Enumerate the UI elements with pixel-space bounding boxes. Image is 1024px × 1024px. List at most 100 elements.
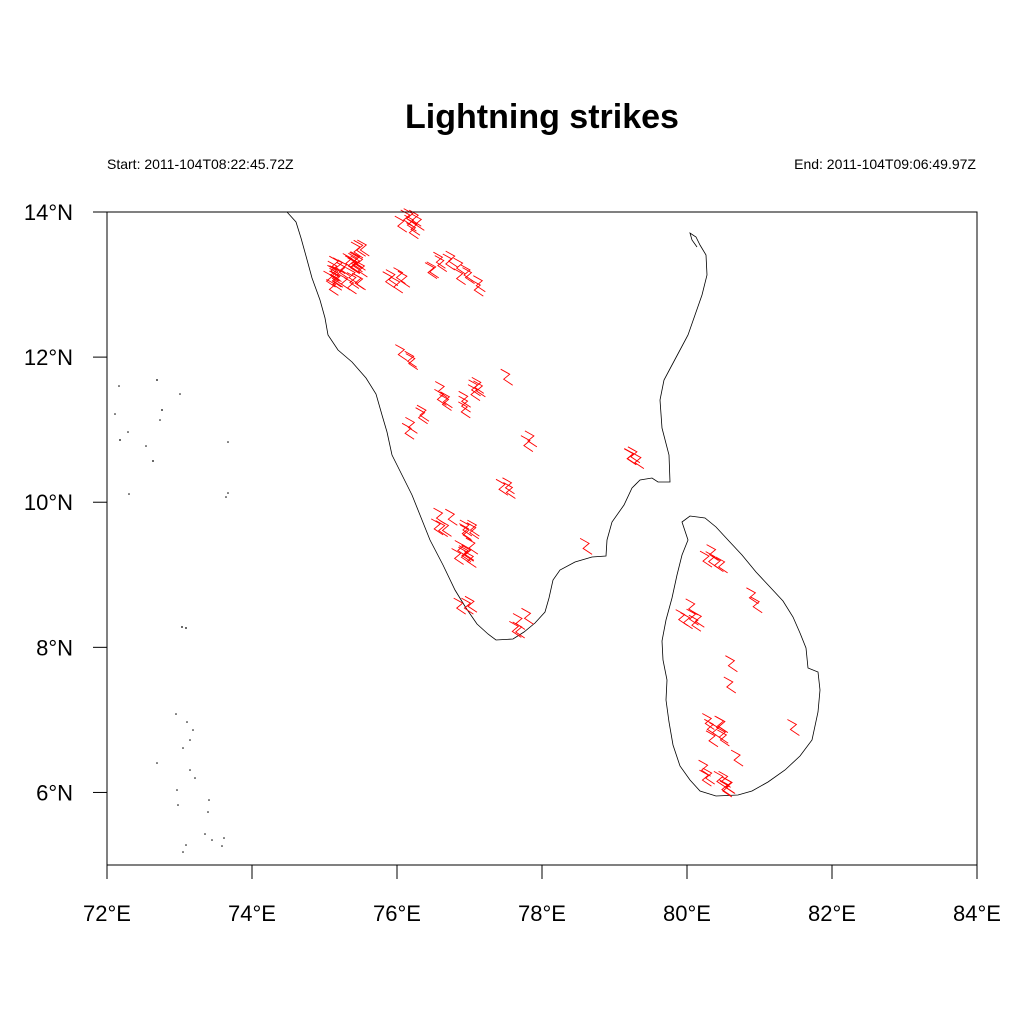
lightning-strike-marker: [473, 380, 486, 398]
lightning-strike-marker: [719, 780, 733, 798]
lightning-strike-marker: [702, 767, 715, 785]
lightning-strike-marker: [460, 264, 474, 282]
lightning-strike-marker: [439, 394, 452, 411]
lightning-strike-marker: [395, 344, 408, 361]
lightning-strike-marker: [404, 350, 417, 368]
lightning-strike-marker: [344, 277, 357, 295]
lightning-strike-marker: [705, 730, 719, 748]
lightning-strike-marker: [749, 596, 763, 614]
coastlines: [114, 211, 821, 853]
lightning-strike-marker: [454, 540, 468, 557]
lightning-strike-marker: [453, 268, 466, 285]
lightning-strike-marker: [631, 452, 645, 469]
lightning-strike-marker: [426, 261, 439, 279]
lightning-strike-marker: [408, 209, 422, 227]
lightning-strike-marker: [394, 215, 408, 233]
lightning-strike-marker: [397, 270, 411, 288]
lightning-strike-marker: [711, 555, 724, 572]
lightning-strike-marker: [509, 621, 522, 638]
lightning-strike-marker: [440, 391, 453, 409]
lightning-strike-marker: [709, 722, 722, 740]
lightning-strike-marker: [787, 719, 800, 736]
lightning-strike-marker: [435, 520, 448, 537]
y-tick-label: 6°N: [36, 780, 73, 805]
y-tick-label: 14°N: [24, 200, 73, 225]
lightning-strike-marker: [350, 241, 364, 259]
chart-title: Lightning strikes: [405, 98, 679, 136]
lightning-strike-marker: [459, 519, 473, 537]
axes: 72°E 74°E 76°E 78°E 80°E 82°E 84°E 6°N 8°N 10°N 12…: [24, 200, 1001, 926]
lightning-strike-marker: [329, 265, 342, 282]
lightning-strike-marker: [722, 776, 735, 794]
lightning-strike-marker: [717, 729, 730, 747]
y-tick-label: 8°N: [36, 635, 73, 660]
lightning-strike-marker: [439, 520, 452, 537]
lightning-strike-marker: [434, 389, 447, 406]
lightning-strike-marker: [500, 368, 513, 386]
lightning-strike-marker: [705, 551, 718, 568]
lightning-strike-marker: [405, 353, 419, 370]
lightning-strike-marker: [730, 749, 744, 767]
lightning-strike-marker: [355, 260, 368, 278]
lightning-strike-marker: [404, 214, 417, 232]
lightning-strike-marker: [329, 267, 342, 285]
lightning-strike-marker: [718, 779, 732, 796]
lightning-strike-marker: [466, 522, 480, 540]
lightning-strike-marker: [336, 261, 349, 279]
lightning-strike-marker: [473, 275, 486, 293]
lightning-strike-marker: [471, 279, 484, 297]
lightning-strike-marker: [715, 556, 728, 574]
lightning-strike-marker: [347, 256, 361, 274]
lightning-strike-marker: [692, 610, 705, 628]
y-tick-label: 12°N: [24, 345, 73, 370]
lightning-strike-marker: [453, 597, 466, 615]
lightning-strike-marker: [680, 612, 693, 630]
lightning-strike-marker: [382, 271, 395, 289]
lightning-strike-marker: [337, 259, 350, 277]
lightning-strike-marker: [464, 595, 478, 613]
end-time-label: End: 2011-104T09:06:49.97Z: [794, 156, 976, 172]
lightning-strike-marker: [434, 255, 448, 272]
lightning-strike-marker: [465, 537, 479, 555]
lightning-strike-marker: [688, 614, 702, 632]
x-tick-label: 82°E: [808, 901, 856, 926]
lightning-strike-marker: [715, 716, 729, 733]
lightning-strike-marker: [445, 508, 458, 526]
x-tick-label: 80°E: [663, 901, 711, 926]
lightning-strike-marker: [686, 608, 699, 626]
lightning-strike-marker: [512, 613, 526, 630]
lightning-strike-marker: [433, 251, 446, 269]
lightning-strike-marker: [353, 273, 366, 291]
lightning-strike-marker: [702, 713, 715, 730]
lightning-strike-marker: [329, 270, 342, 288]
lightning-strike-marker: [725, 655, 738, 673]
lightning-strike-marker: [458, 546, 471, 564]
lightning-strike-marker: [461, 597, 474, 615]
lightning-strike-marker: [415, 407, 428, 425]
lightning-strike-marker: [326, 279, 339, 296]
lightning-strikes: [323, 208, 800, 798]
lightning-strike-marker: [461, 544, 475, 561]
lightning-strike-marker: [521, 607, 534, 625]
lightning-strike-marker: [627, 446, 641, 464]
lightning-strike-marker: [458, 401, 471, 419]
lightning-strike-marker: [458, 545, 472, 562]
lightning-strike-marker: [405, 417, 418, 434]
lightning-strike-marker: [468, 379, 481, 397]
x-tick-label: 76°E: [373, 901, 421, 926]
lightning-strike-marker: [357, 239, 370, 257]
lightning-strike-marker: [430, 518, 444, 536]
lightning-strike-marker: [451, 548, 464, 565]
lightning-strike-marker: [393, 267, 406, 284]
lightning-strike-marker: [337, 273, 351, 291]
lightning-strike-marker: [715, 726, 729, 744]
lightning-strike-marker: [624, 448, 637, 465]
lightning-strike-marker: [502, 477, 515, 495]
lightning-strike-marker: [462, 267, 475, 284]
lightning-strike-marker: [699, 550, 713, 568]
lightning-strike-marker: [704, 718, 717, 736]
x-tick-label: 78°E: [518, 901, 566, 926]
lightning-strike-marker: [467, 519, 480, 537]
lightning-strike-marker: [416, 404, 430, 422]
